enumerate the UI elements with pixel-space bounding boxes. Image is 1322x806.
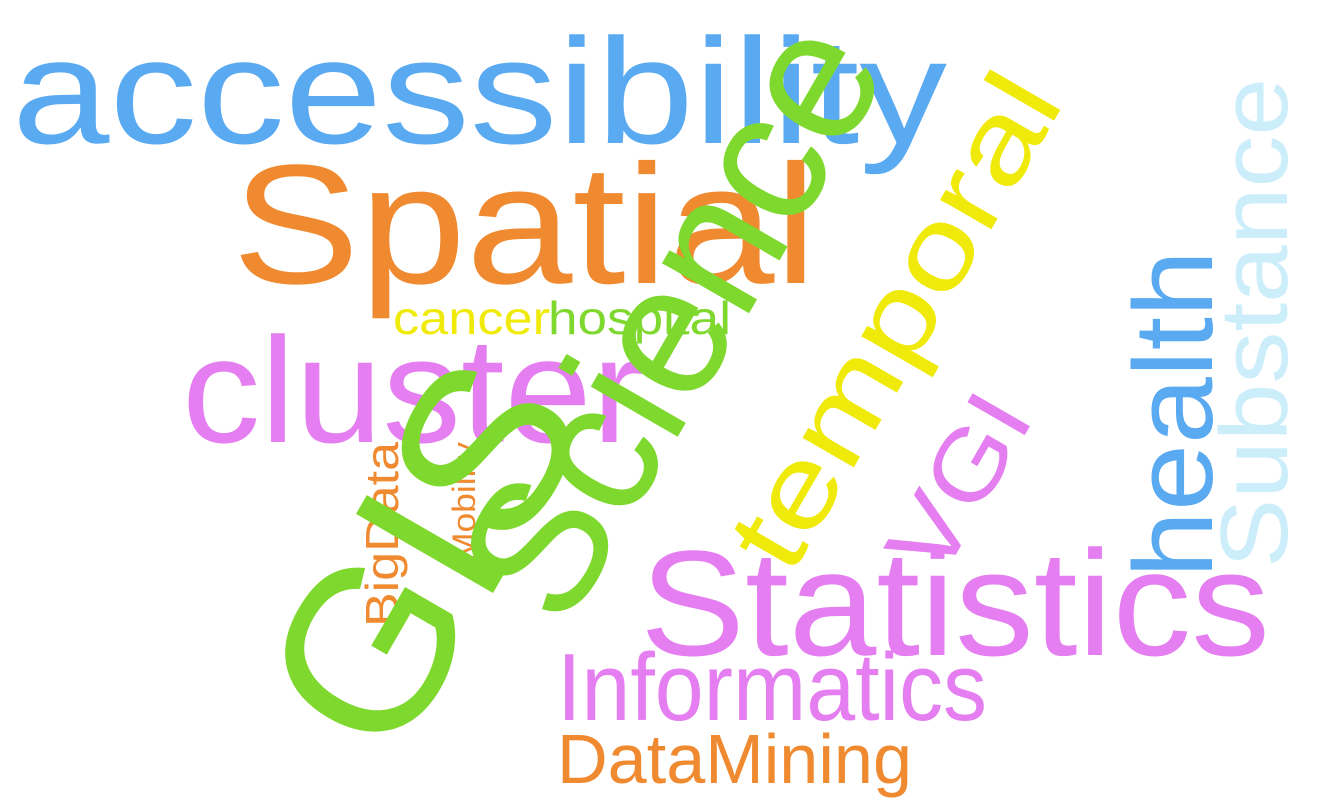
word-spatial: Spatial <box>232 130 817 320</box>
word-hospital: hospital <box>548 292 731 344</box>
word-statistics: Statistics <box>640 519 1270 687</box>
word-substance: Substance <box>1201 78 1308 568</box>
word-informatics: Informatics <box>557 634 987 741</box>
word-accessibility: accessibility <box>12 7 947 175</box>
word-cancer: cancer <box>393 292 550 344</box>
word-cluster: cluster <box>182 306 644 474</box>
word-mobility: Mobility <box>446 442 482 562</box>
word-bigdata: BigData <box>356 442 408 627</box>
word-health: health <box>1111 250 1236 578</box>
word-datamining: DataMining <box>557 720 912 798</box>
